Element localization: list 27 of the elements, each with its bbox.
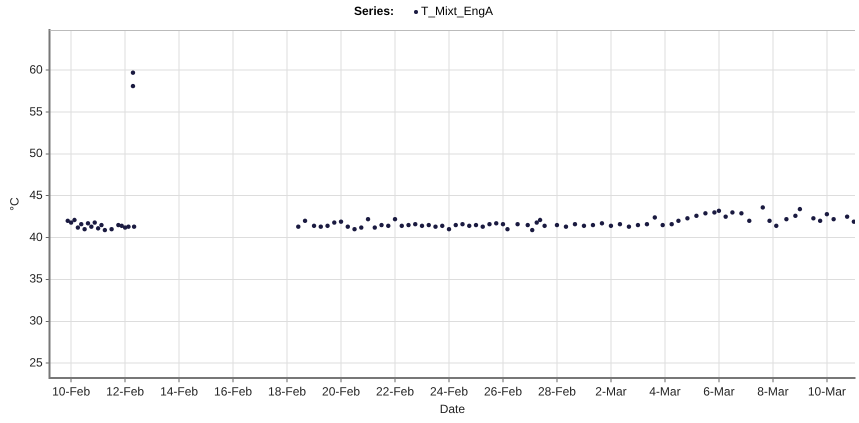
y-tick-label: 40 (29, 230, 44, 244)
x-tick-label: 28-Feb (538, 384, 576, 399)
x-tick-label: 4-Mar (649, 384, 681, 399)
y-tick-label: 60 (29, 62, 44, 76)
y-axis-title: °C (8, 197, 22, 211)
y-tick-label: 45 (29, 188, 44, 202)
x-tick-label: 20-Feb (322, 384, 360, 399)
legend-label: T_Mixt_EngA (421, 4, 494, 18)
x-tick-label: 8-Mar (757, 384, 789, 399)
x-tick-label: 6-Mar (703, 384, 735, 399)
y-tick-label: 55 (29, 104, 44, 118)
y-tick-label: 25 (29, 355, 44, 370)
x-tick-label: 16-Feb (214, 384, 252, 399)
x-tick-label: 22-Feb (376, 384, 414, 399)
x-tick-label: 14-Feb (160, 384, 198, 399)
x-tick-label: 18-Feb (268, 384, 306, 399)
x-tick-label: 2-Mar (595, 384, 627, 399)
legend-title: Series: (354, 4, 394, 18)
x-axis-title: Date (440, 402, 466, 416)
x-tick-label: 10-Mar (808, 384, 846, 399)
y-tick-label: 35 (29, 272, 44, 286)
x-tick-label: 12-Feb (106, 384, 144, 399)
y-tick-label: 50 (29, 146, 44, 160)
x-tick-label: 10-Feb (52, 384, 90, 399)
x-tick-label: 24-Feb (430, 384, 468, 399)
x-tick-label: 26-Feb (484, 384, 522, 399)
y-tick-label: 30 (29, 314, 44, 328)
